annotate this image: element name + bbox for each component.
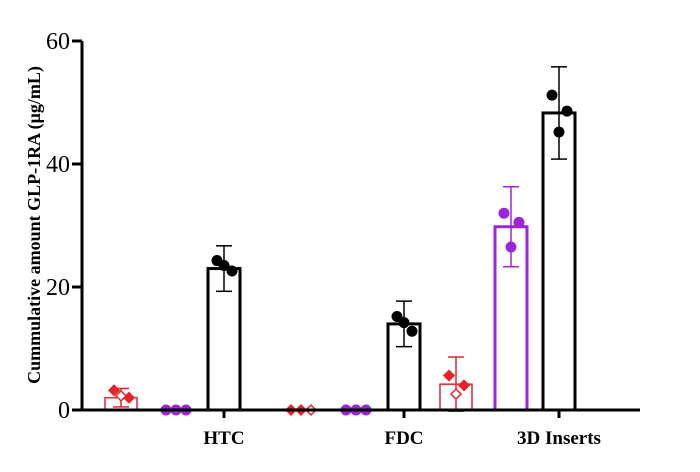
data-point xyxy=(561,105,573,117)
axis-ticks: 0 20 40 60 HTC FDC 3D Inserts xyxy=(46,29,601,449)
data-point xyxy=(391,311,403,323)
bar xyxy=(206,267,242,412)
x-tick-label: FDC xyxy=(384,428,423,449)
y-tick-label: 60 xyxy=(46,29,70,55)
series-group xyxy=(206,66,577,412)
y-tick-label: 40 xyxy=(46,152,70,178)
y-axis-label: Cummulative amount GLP-1RA (μg/mL) xyxy=(24,66,45,384)
series-group xyxy=(160,186,529,416)
data-point xyxy=(505,241,517,253)
data-point xyxy=(553,126,565,138)
data-point xyxy=(449,387,463,401)
data-point xyxy=(218,259,230,271)
data-point xyxy=(546,89,558,101)
x-tick-label: HTC xyxy=(203,428,244,449)
data-point xyxy=(107,384,121,397)
y-tick-label: 20 xyxy=(46,275,70,301)
data-point xyxy=(498,207,510,219)
data-point xyxy=(442,369,456,382)
y-tick-label: 0 xyxy=(58,398,70,424)
data-point xyxy=(226,265,238,277)
chart-marks xyxy=(104,66,577,417)
data-point xyxy=(398,317,410,329)
x-tick-label: 3D Inserts xyxy=(517,428,601,449)
data-point xyxy=(513,216,525,228)
data-point xyxy=(406,325,418,337)
data-point xyxy=(114,389,128,402)
series-group xyxy=(104,356,473,417)
data-point xyxy=(457,379,471,392)
